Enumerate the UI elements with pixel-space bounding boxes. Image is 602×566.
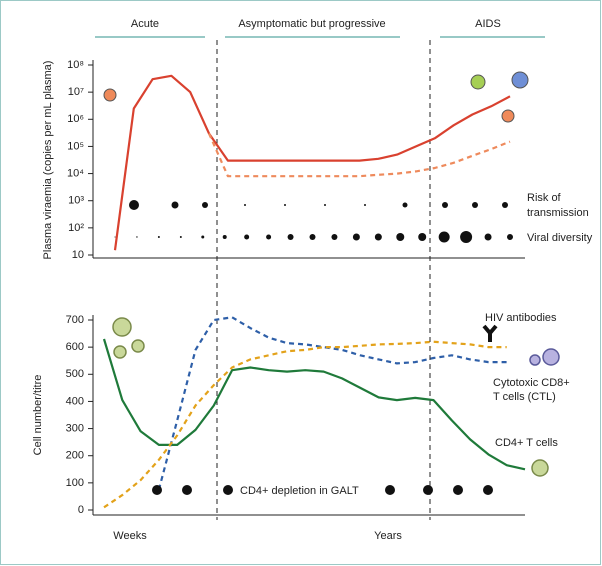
- dot: [374, 233, 382, 241]
- cell-icon: [112, 317, 549, 477]
- series-line: [103, 340, 507, 509]
- dot: [502, 202, 508, 208]
- x-axis-label: Weeks: [113, 530, 147, 542]
- dot: [423, 485, 433, 495]
- dot: [287, 234, 294, 240]
- y-tick-label: 10²: [68, 222, 84, 234]
- dot: [284, 204, 286, 206]
- dot: [364, 204, 366, 206]
- phase-label: Asymptomatic but progressive: [238, 18, 385, 30]
- dot: [182, 485, 192, 495]
- dot: [114, 236, 116, 238]
- virus-icon: [103, 71, 529, 123]
- dot: [244, 204, 246, 206]
- dot: [136, 236, 138, 238]
- dot: [507, 234, 513, 240]
- y-tick-label: 10⁸: [67, 59, 84, 71]
- y-tick-label: 300: [66, 422, 84, 434]
- dot: [309, 234, 316, 240]
- dot: [385, 485, 395, 495]
- series-label: T cells (CTL): [493, 391, 556, 403]
- y-tick-label: 200: [66, 450, 84, 462]
- dot: [244, 234, 250, 240]
- dot: [438, 231, 450, 243]
- series-label: Cytotoxic CD8+: [493, 377, 570, 389]
- phase-label: Acute: [131, 18, 159, 30]
- dot: [201, 235, 205, 239]
- dot: [202, 202, 208, 208]
- phase-label: AIDS: [475, 18, 501, 30]
- dot: [129, 200, 139, 210]
- series-label: CD4+ T cells: [495, 437, 558, 449]
- ctl-icon: [529, 348, 560, 366]
- dot-row-label: CD4+ depletion in GALT: [240, 485, 359, 497]
- dot-row-label: Viral diversity: [527, 232, 593, 244]
- dot: [179, 236, 182, 238]
- y-tick-label: 10³: [68, 195, 84, 207]
- series-label: HIV antibodies: [485, 312, 557, 324]
- dot: [483, 485, 493, 495]
- dot: [402, 202, 408, 208]
- y-tick-label: 100: [66, 477, 84, 489]
- dot: [396, 233, 405, 241]
- dot: [418, 233, 427, 241]
- dot: [352, 233, 360, 241]
- dot: [223, 485, 233, 495]
- y-tick-label: 10⁶: [67, 113, 84, 125]
- dot: [453, 485, 463, 495]
- series-line: [113, 74, 511, 251]
- dot: [460, 231, 473, 243]
- dot: [484, 233, 492, 241]
- dot: [442, 202, 448, 208]
- dot: [324, 204, 326, 206]
- y-tick-label: 10⁵: [67, 140, 84, 152]
- series-line: [207, 133, 511, 178]
- y-axis-title: Cell number/titre: [32, 375, 44, 456]
- x-axis-label: Years: [374, 530, 402, 542]
- y-tick-label: 500: [66, 368, 84, 380]
- dot: [331, 234, 338, 240]
- y-tick-label: 700: [66, 314, 84, 326]
- y-axis-title: Plasma viraemia (copies per mL plasma): [42, 61, 54, 260]
- dot: [152, 485, 162, 495]
- y-tick-label: 0: [78, 504, 84, 516]
- dot-row-label: Risk of: [527, 192, 562, 204]
- dot: [222, 235, 227, 239]
- y-tick-label: 400: [66, 395, 84, 407]
- y-tick-label: 600: [66, 341, 84, 353]
- y-tick-label: 10⁴: [67, 167, 84, 179]
- series-line: [157, 316, 507, 490]
- antibody-icon: [482, 324, 498, 342]
- y-tick-label: 10: [72, 249, 84, 261]
- dot: [157, 236, 160, 238]
- dot-row-label: transmission: [527, 207, 589, 219]
- y-tick-label: 10⁷: [68, 86, 84, 98]
- dot: [472, 202, 478, 208]
- dot: [266, 234, 272, 240]
- series-line: [102, 338, 526, 471]
- dot: [171, 201, 179, 209]
